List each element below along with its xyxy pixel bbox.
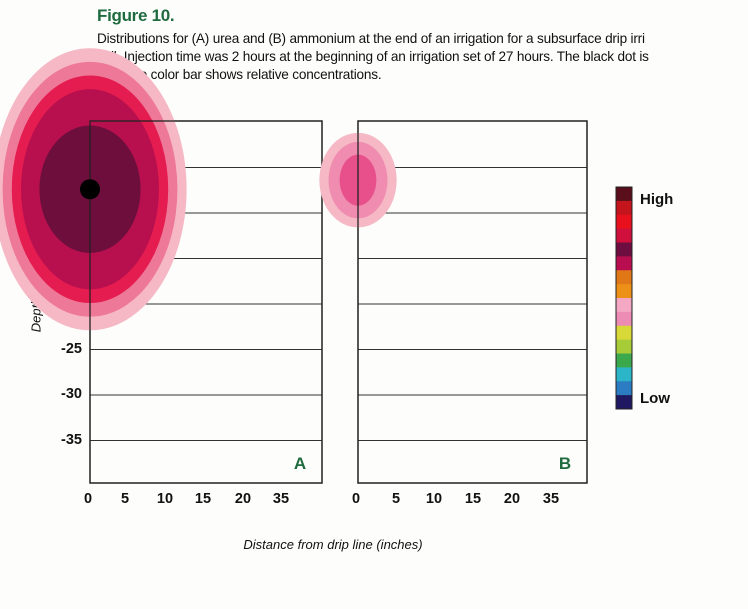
panel-letter: A	[294, 454, 306, 473]
x-tick-label: 0	[83, 491, 93, 507]
colorbar-frame	[615, 186, 633, 410]
x-axis-label: Distance from drip line (inches)	[243, 537, 423, 552]
x-tick-label: 10	[425, 491, 443, 507]
color-bar	[615, 186, 633, 410]
plot-border	[357, 120, 588, 484]
x-tick-label: 5	[391, 491, 401, 507]
x-tick-label: 10	[156, 491, 174, 507]
colorbar-segment	[616, 311, 632, 327]
colorbar-segment	[616, 339, 632, 354]
x-tick-label: 20	[234, 491, 252, 507]
y-tick-label: -35	[61, 431, 82, 448]
figure-caption: Distributions for (A) urea and (B) ammon…	[97, 30, 748, 84]
y-tick-label: -30	[61, 386, 82, 402]
x-tick-label: 35	[272, 491, 290, 507]
caption-line-1: Distributions for (A) urea and (B) ammon…	[97, 31, 645, 46]
caption-line-3: line. The color bar shows relative conce…	[97, 67, 382, 82]
colorbar-segment	[616, 242, 632, 257]
colorbar-segment	[616, 187, 632, 202]
colorbar-segment	[616, 200, 632, 216]
colorbar-segment	[616, 228, 632, 243]
colorbar-segment	[616, 381, 632, 396]
colorbar-segment	[616, 325, 632, 341]
x-tick-label: 15	[194, 491, 212, 507]
drip-line-dot	[80, 179, 100, 200]
x-tick-label: 20	[503, 491, 521, 507]
colorbar-segment	[616, 214, 632, 230]
x-tick-label: 15	[464, 491, 482, 507]
figure-title: Figure 10.	[97, 6, 175, 25]
x-tick-label: 35	[542, 491, 560, 507]
y-tick-label: -25	[61, 340, 82, 357]
colorbar-segment	[616, 256, 632, 271]
caption-line-2: soil. Injection time was 2 hours at the …	[97, 49, 649, 64]
panel-letter: B	[559, 454, 571, 473]
plot-border	[89, 120, 323, 484]
colorbar-segment	[616, 353, 632, 368]
colorbar-segment	[616, 284, 632, 299]
panel-b-plot: B	[319, 120, 588, 484]
panel-a-plot: A	[0, 48, 323, 484]
colorbar-segment	[616, 298, 632, 313]
colorbar-high-label: High	[640, 191, 674, 208]
colorbar-segment	[616, 395, 632, 410]
colorbar-segment	[616, 367, 632, 382]
colorbar-segment	[616, 270, 632, 285]
colorbar-low-label: Low	[640, 390, 670, 407]
x-tick-label: 0	[351, 491, 361, 507]
x-tick-label: 5	[120, 491, 130, 507]
